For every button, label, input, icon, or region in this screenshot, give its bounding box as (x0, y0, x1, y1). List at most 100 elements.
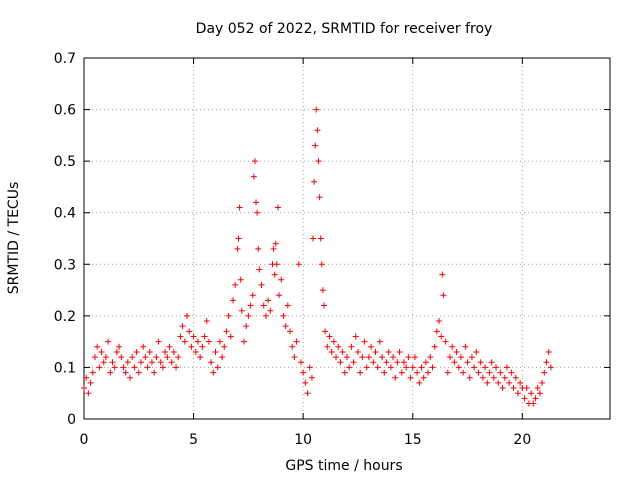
data-point (425, 369, 432, 376)
data-point (295, 261, 302, 268)
data-point (221, 343, 228, 350)
data-point (124, 359, 131, 366)
data-point (311, 178, 318, 185)
data-point (116, 343, 123, 350)
data-point (457, 354, 464, 361)
data-point (451, 359, 458, 366)
data-point (536, 390, 543, 397)
data-point (270, 245, 277, 252)
data-point (237, 276, 244, 283)
data-point (216, 338, 223, 345)
data-point (100, 359, 107, 366)
data-point (370, 359, 377, 366)
data-point (414, 369, 421, 376)
data-point (315, 158, 322, 165)
data-point (482, 364, 489, 371)
data-point (473, 348, 480, 355)
data-point (398, 369, 405, 376)
data-point (254, 209, 261, 216)
data-point (162, 348, 169, 355)
data-point (503, 364, 510, 371)
data-point (488, 359, 495, 366)
data-point (313, 106, 320, 113)
data-point (374, 364, 381, 371)
data-point (514, 390, 521, 397)
data-point (326, 333, 333, 340)
data-point (368, 343, 375, 350)
data-point (394, 359, 401, 366)
data-point (238, 307, 245, 314)
data-point (442, 338, 449, 345)
data-point (436, 318, 443, 325)
data-point (383, 359, 390, 366)
data-point (98, 348, 105, 355)
data-point (240, 338, 247, 345)
data-point (521, 395, 528, 402)
data-point (460, 369, 467, 376)
data-point (230, 297, 237, 304)
data-point (91, 354, 98, 361)
data-point (297, 359, 304, 366)
data-point (260, 302, 267, 309)
data-point (102, 354, 109, 361)
x-axis-ticks: 0 5 10 15 20 (80, 58, 531, 448)
plot-frame (83, 57, 611, 420)
data-point (455, 364, 462, 371)
y-tick-label: 0.4 (54, 206, 76, 222)
data-point (122, 369, 129, 376)
data-point (173, 364, 180, 371)
data-point (530, 400, 537, 407)
data-point (341, 369, 348, 376)
data-point (403, 364, 410, 371)
data-point (210, 369, 217, 376)
data-point (449, 343, 456, 350)
data-point (159, 364, 166, 371)
data-point (247, 302, 254, 309)
data-point (137, 359, 144, 366)
data-point (111, 364, 118, 371)
x-tick-label: 5 (189, 432, 198, 448)
x-tick-label: 20 (513, 432, 531, 448)
data-point (365, 354, 372, 361)
data-point (427, 354, 434, 361)
data-point (322, 328, 329, 335)
data-point (186, 328, 193, 335)
data-point (385, 348, 392, 355)
data-point (105, 338, 112, 345)
data-point (177, 333, 184, 340)
data-point (253, 199, 260, 206)
y-tick-label: 0.2 (54, 309, 76, 325)
y-axis-ticks: 0 0.1 0.2 0.3 0.4 0.5 0.6 0.7 (54, 51, 610, 428)
data-point (490, 374, 497, 381)
data-point (407, 374, 414, 381)
data-points (81, 106, 554, 407)
y-tick-label: 0.3 (54, 257, 76, 273)
data-point (319, 287, 326, 294)
data-point (429, 364, 436, 371)
data-point (333, 354, 340, 361)
data-point (497, 369, 504, 376)
data-point (471, 364, 478, 371)
data-point (438, 333, 445, 340)
data-point (81, 385, 87, 392)
data-point (499, 385, 506, 392)
data-point (142, 354, 149, 361)
data-point (528, 390, 535, 397)
data-point (464, 359, 471, 366)
x-tick-label: 10 (294, 432, 312, 448)
data-point (274, 204, 281, 211)
data-point (387, 364, 394, 371)
y-axis-label: SRMTID / TECUs (6, 182, 22, 295)
data-point (431, 343, 438, 350)
data-point (447, 354, 454, 361)
data-point (302, 379, 309, 386)
data-point (517, 379, 524, 386)
data-point (280, 312, 287, 319)
data-point (197, 354, 204, 361)
x-axis-label: GPS time / hours (285, 458, 402, 474)
data-point (164, 354, 171, 361)
data-point (235, 235, 242, 242)
data-point (466, 374, 473, 381)
data-point (131, 364, 138, 371)
data-point (271, 271, 278, 278)
